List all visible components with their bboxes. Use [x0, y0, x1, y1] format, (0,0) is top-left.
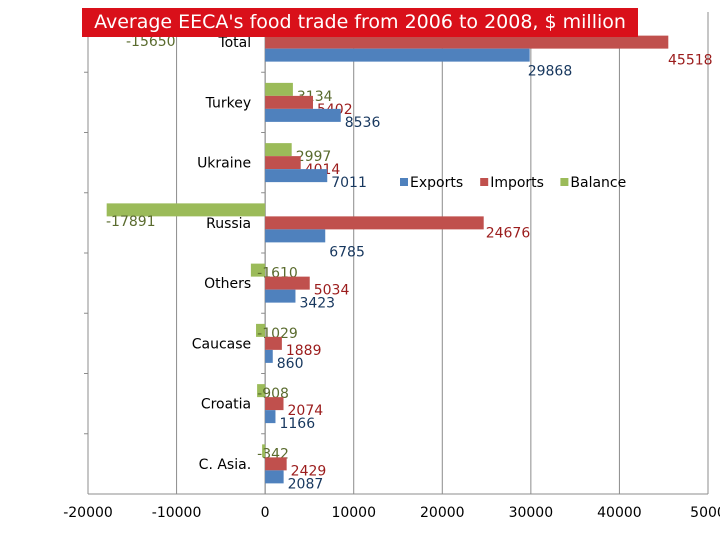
bar-imports-caucase [265, 336, 282, 350]
category-label-others: Others [204, 276, 251, 292]
data-label-balance-russia: -17891 [106, 214, 156, 230]
category-label-russia: Russia [206, 216, 251, 232]
x-tick-label-6: 40000 [597, 505, 642, 521]
x-tick-label-0: -20000 [63, 505, 113, 521]
legend-swatch-balance [560, 178, 569, 186]
chart-title: Average EECA's food trade from 2006 to 2… [82, 8, 638, 37]
bar-balance-turkey [265, 82, 293, 96]
category-label-turkey: Turkey [205, 95, 252, 111]
category-label-croatia: Croatia [201, 397, 251, 413]
x-tick-label-7: 5000 [690, 505, 720, 521]
category-label-total: Total [217, 35, 251, 51]
bar-imports-others [265, 276, 310, 290]
legend-label-exports: Exports [410, 175, 463, 191]
legend-swatch-imports [480, 178, 489, 186]
bar-exports-others [265, 289, 296, 303]
bar-balance-c-asia [262, 444, 266, 458]
data-label-exports-turkey: 8536 [345, 115, 381, 131]
bar-balance-ukraine [265, 143, 292, 157]
x-tick-label-2: 0 [261, 505, 270, 521]
bar-exports-croatia [265, 410, 276, 424]
data-label-exports-croatia: 1166 [279, 416, 315, 432]
data-label-exports-c-asia: 2087 [288, 476, 324, 492]
data-label-exports-russia: 6785 [329, 244, 365, 260]
bar-imports-total [265, 35, 669, 49]
data-label-exports-others: 3423 [299, 296, 335, 312]
x-tick-label-4: 20000 [420, 505, 465, 521]
data-label-imports-total: 45518 [668, 53, 713, 69]
bar-imports-croatia [265, 397, 284, 411]
data-label-imports-russia: 24676 [486, 225, 531, 241]
bar-imports-russia [265, 216, 484, 230]
bar-exports-caucase [265, 349, 273, 363]
category-label-ukraine: Ukraine [197, 156, 251, 172]
bar-imports-ukraine [265, 156, 301, 170]
legend-swatch-exports [400, 178, 408, 186]
data-label-exports-ukraine: 7011 [331, 175, 367, 191]
bar-balance-croatia [257, 384, 266, 398]
bar-exports-total [265, 48, 530, 62]
bar-exports-ukraine [265, 169, 328, 183]
data-label-balance-ukraine: 2997 [296, 149, 332, 165]
bar-exports-russia [265, 229, 326, 243]
bar-exports-c-asia [265, 470, 284, 484]
x-tick-label-5: 30000 [509, 505, 554, 521]
x-tick-label-1: -10000 [152, 505, 202, 521]
category-label-c-asia: C. Asia. [199, 457, 251, 473]
legend-label-imports: Imports [490, 175, 544, 191]
bar-imports-c-asia [265, 457, 287, 471]
category-label-caucase: Caucase [192, 336, 251, 352]
data-label-imports-c-asia: 2429 [291, 463, 327, 479]
data-label-imports-caucase: 1889 [286, 343, 322, 359]
bar-balance-caucase [256, 323, 266, 337]
bar-balance-others [250, 263, 266, 277]
bar-imports-turkey [265, 95, 313, 109]
data-label-imports-others: 5034 [314, 283, 350, 299]
data-label-balance-total: -15650 [126, 34, 176, 50]
data-label-exports-total: 29868 [528, 64, 573, 80]
bar-balance-russia [106, 203, 266, 217]
data-label-exports-caucase: 860 [277, 356, 304, 372]
legend-label-balance: Balance [570, 175, 626, 191]
bar-exports-turkey [265, 108, 341, 122]
x-tick-label-3: 10000 [331, 505, 376, 521]
data-label-imports-croatia: 2074 [288, 403, 324, 419]
